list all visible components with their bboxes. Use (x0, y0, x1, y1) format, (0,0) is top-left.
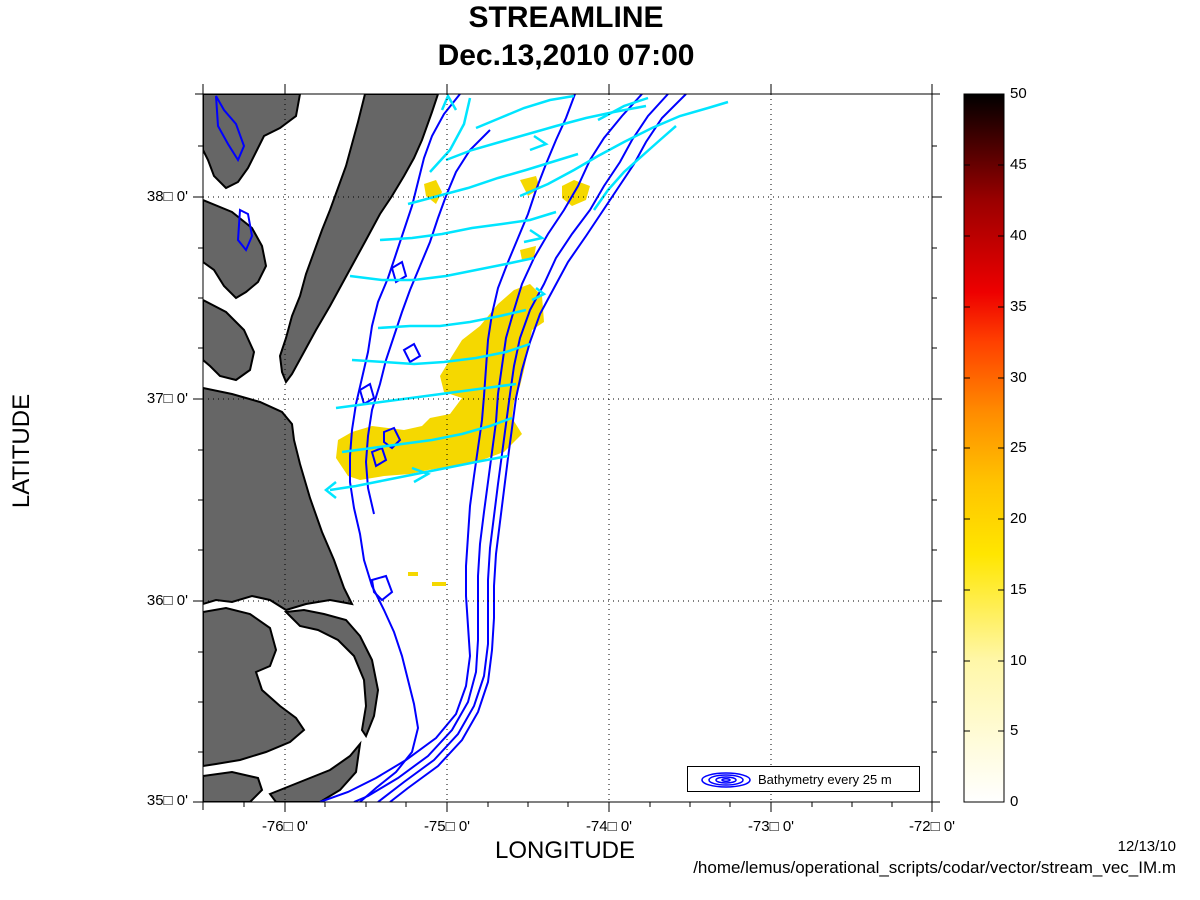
land-pamlico (203, 770, 264, 802)
colorbar-ticks (964, 164, 1004, 732)
colorbar-tick-label: 30 (1010, 369, 1027, 386)
date-stamp: 12/13/10 (1117, 838, 1176, 855)
speed-patch-small-b (408, 572, 418, 576)
bathymetry-contour (389, 94, 687, 802)
streamline-arrowhead (440, 94, 458, 111)
streamline (377, 308, 527, 330)
land-albemarle (203, 606, 306, 768)
streamline (349, 256, 535, 282)
streamline (335, 382, 517, 410)
streamline (592, 125, 677, 211)
streamline (379, 210, 557, 242)
map-timestamp: Dec.13,2010 07:00 (437, 39, 695, 72)
colorbar-tick-label: 40 (1010, 227, 1027, 244)
grid-lines (203, 94, 932, 802)
streamline-arrowhead (529, 134, 549, 152)
bathymetry-contours (319, 94, 687, 802)
y-axis-label: LATITUDE (8, 393, 35, 509)
map-ticks (193, 84, 942, 812)
shoal-fragment (370, 446, 388, 468)
streamline (351, 342, 531, 366)
streamline (407, 152, 579, 206)
shoal-fragment (236, 208, 254, 252)
streamline (519, 100, 729, 198)
land-delmarva (278, 94, 440, 385)
x-tick-label: -72□ 0' (908, 818, 956, 835)
streamline (329, 454, 509, 492)
streamlines (329, 94, 729, 492)
shoal-fragment (358, 382, 376, 406)
colorbar-tick-label: 45 (1010, 156, 1027, 173)
shoal-fragment (402, 342, 422, 364)
y-tick-label: 35□ 0' (146, 792, 188, 809)
y-tick-label: 36□ 0' (146, 592, 188, 609)
colorbar-tick-label: 20 (1010, 510, 1027, 527)
land-western-shore-mid (203, 198, 268, 300)
colorbar-tick-label: 15 (1010, 581, 1027, 598)
y-tick-label: 37□ 0' (146, 390, 188, 407)
colorbar-tick-label: 35 (1010, 298, 1027, 315)
streamline-arrowhead (523, 228, 546, 244)
bathymetry-contour-icon (701, 772, 751, 788)
land-masses (203, 94, 440, 802)
x-axis-label: LONGITUDE (494, 837, 635, 864)
land-pamlico-east (268, 740, 362, 802)
script-path: /home/lemus/operational_scripts/codar/ve… (693, 858, 1176, 877)
map-title: STREAMLINE (468, 1, 664, 34)
land-western-shore-south (203, 298, 256, 382)
bathymetry-legend: Bathymetry every 25 m (687, 766, 920, 792)
shoal-fragment (390, 260, 408, 284)
bathymetry-contour (364, 129, 491, 515)
shoal-fragment (215, 95, 246, 163)
x-tick-label: -73□ 0' (747, 818, 795, 835)
shoal-fragment (370, 574, 394, 602)
colorbar (963, 93, 1005, 803)
map-area (203, 94, 932, 802)
streamline (341, 416, 513, 454)
streamline-arrowhead (411, 466, 431, 484)
colorbar-tick-label: 25 (1010, 439, 1027, 456)
speed-patch-small (432, 582, 446, 586)
x-tick-label: -75□ 0' (423, 818, 471, 835)
speed-patch-mid (520, 246, 536, 260)
y-tick-label: 38□ 0' (146, 188, 188, 205)
colorbar-tick-label: 50 (1010, 85, 1027, 102)
streamline (429, 97, 472, 173)
colorbar-tick-label: 0 (1010, 793, 1019, 810)
bathymetry-contour (349, 94, 461, 802)
x-tick-label: -74□ 0' (585, 818, 633, 835)
x-tick-label: -76□ 0' (261, 818, 309, 835)
streamline (475, 94, 575, 130)
bathymetry-contour (377, 94, 669, 802)
land-hampton-roads (203, 386, 354, 612)
streamline-arrowhead (323, 481, 337, 499)
streamline (597, 96, 649, 122)
bathymetry-contour (319, 94, 576, 802)
streamline-arrowhead (531, 287, 547, 302)
colorbar-tick-label: 10 (1010, 652, 1027, 669)
legend-label: Bathymetry every 25 m (758, 772, 892, 787)
bathymetry-contour (353, 94, 643, 802)
streamline-arrows (323, 94, 549, 499)
colorbar-tick-label: 5 (1010, 722, 1019, 739)
land-western-shore-north (203, 94, 302, 190)
land-outer-banks (283, 608, 380, 739)
